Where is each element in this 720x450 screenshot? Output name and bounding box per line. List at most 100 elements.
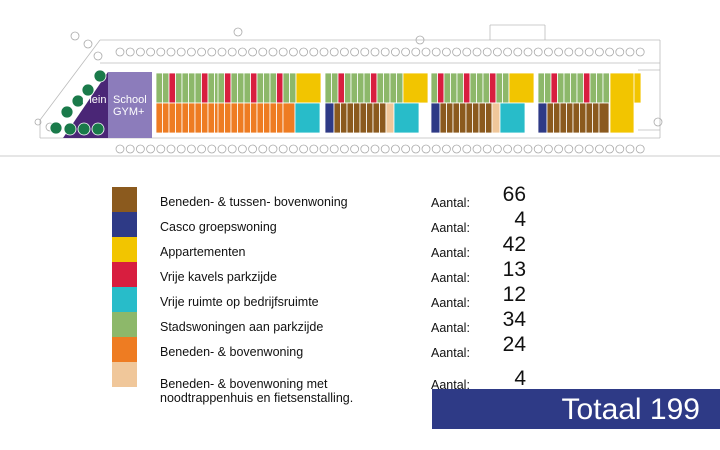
street-tree: [268, 144, 278, 154]
townhouse: [181, 72, 189, 104]
townhouse: [363, 72, 371, 104]
ground-intermediate-unit: [333, 102, 341, 134]
street-tree: [176, 144, 186, 154]
street-tree: [237, 144, 247, 154]
street-tree: [452, 47, 462, 57]
legend-row-casco-groepswoning: Casco groepswoning Aantal: 4: [0, 208, 720, 237]
street-tree: [237, 47, 247, 57]
street-tree: [635, 144, 645, 154]
street-tree: [299, 144, 309, 154]
ground-upper-unit: [230, 102, 238, 134]
street-tree: [350, 47, 360, 57]
legend-row-vrije-ruimte-bedrijfsruimte: Vrije ruimte op bedrijfsruimte Aantal: 1…: [0, 283, 720, 312]
townhouse: [383, 72, 391, 104]
legend-swatch: [112, 312, 137, 337]
townhouse: [230, 72, 238, 104]
legend-label: Beneden- & tussen- bovenwoning: [160, 195, 348, 209]
ground-intermediate-unit: [346, 102, 354, 134]
legend-count: 34: [502, 308, 526, 331]
free-lot: [337, 72, 345, 104]
ground-upper-unit: [188, 102, 196, 134]
townhouse: [282, 72, 290, 104]
plein-tree: [63, 122, 77, 136]
street-tree: [166, 47, 176, 57]
street-tree: [156, 47, 166, 57]
legend-row-beneden-tussen-bovenwoning: Beneden- & tussen- bovenwoning Aantal: 6…: [0, 183, 720, 212]
ground-upper-unit: [276, 102, 284, 134]
street-tree: [288, 47, 298, 57]
street-tree: [462, 144, 472, 154]
street-tree: [595, 144, 604, 154]
ground-intermediate-unit: [372, 102, 380, 134]
legend-label: Beneden- & bovenwoning: [160, 345, 304, 359]
legend-count: 12: [502, 283, 526, 306]
townhouse: [443, 72, 451, 104]
ground-upper-unit: [162, 102, 170, 134]
free-lot: [437, 72, 445, 104]
townhouse: [396, 72, 404, 104]
townhouse: [243, 72, 251, 104]
ground-upper-unit: [168, 102, 176, 134]
ground-intermediate-unit: [353, 102, 361, 134]
street-tree: [523, 144, 533, 154]
free-lot: [583, 72, 591, 104]
street-tree: [227, 47, 237, 57]
legend-row-stadswoningen-parkzijde: Stadswoningen aan parkzijde Aantal: 34: [0, 308, 720, 337]
legend-row-appartementen: Appartementen Aantal: 42: [0, 233, 720, 262]
ground-intermediate-unit: [465, 102, 473, 134]
street-tree: [207, 144, 217, 154]
street-tree: [156, 144, 166, 154]
townhouse: [450, 72, 458, 104]
street-tree: [523, 47, 533, 57]
ground-intermediate-unit: [559, 102, 567, 134]
street-tree: [472, 47, 482, 57]
free-lot: [489, 72, 497, 104]
street-tree: [115, 47, 125, 57]
group-dwelling: [430, 102, 441, 134]
legend-count: 24: [502, 333, 526, 356]
street-tree: [115, 144, 125, 154]
townhouse: [289, 72, 297, 104]
ground-upper-unit: [237, 102, 245, 134]
townhouse: [502, 72, 510, 104]
legend-aantal-label: Aantal:: [431, 378, 470, 392]
street-tree: [248, 47, 258, 57]
totaal-text: Totaal 199: [561, 393, 700, 426]
townhouse: [570, 72, 578, 104]
townhouse: [563, 72, 571, 104]
school-area: [108, 72, 152, 138]
free-lot: [250, 72, 258, 104]
street-tree: [625, 47, 635, 57]
street-tree: [186, 47, 196, 57]
ground-intermediate-unit: [379, 102, 387, 134]
street-tree: [380, 47, 390, 57]
street-tree: [554, 144, 563, 154]
street-tree: [370, 47, 380, 57]
legend-aantal-label: Aantal:: [431, 296, 470, 310]
free-lot: [463, 72, 471, 104]
street-tree: [554, 47, 563, 57]
street-tree: [421, 144, 431, 154]
townhouse: [476, 72, 484, 104]
plein-tree: [60, 105, 74, 119]
ground-intermediate-unit: [452, 102, 460, 134]
street-tree: [166, 144, 176, 154]
free-lot: [276, 72, 284, 104]
apartment-block: [508, 72, 535, 104]
plein-label: Plein: [82, 94, 106, 106]
legend-label: Vrije kavels parkzijde: [160, 270, 277, 284]
apartment-block: [402, 72, 429, 104]
ground-intermediate-unit: [585, 102, 593, 134]
street-tree: [605, 47, 614, 57]
townhouse: [537, 72, 545, 104]
legend-row-vrije-kavels-parkzijde: Vrije kavels parkzijde Aantal: 13: [0, 258, 720, 287]
street-tree: [452, 144, 462, 154]
legend-aantal-label: Aantal:: [431, 321, 470, 335]
street-tree: [441, 144, 451, 154]
ground-upper-unit: [224, 102, 232, 134]
street-tree: [360, 144, 370, 154]
street-tree: [309, 144, 319, 154]
street-tree: [197, 47, 207, 57]
street-tree: [248, 144, 258, 154]
legend-label: Casco groepswoning: [160, 220, 277, 234]
